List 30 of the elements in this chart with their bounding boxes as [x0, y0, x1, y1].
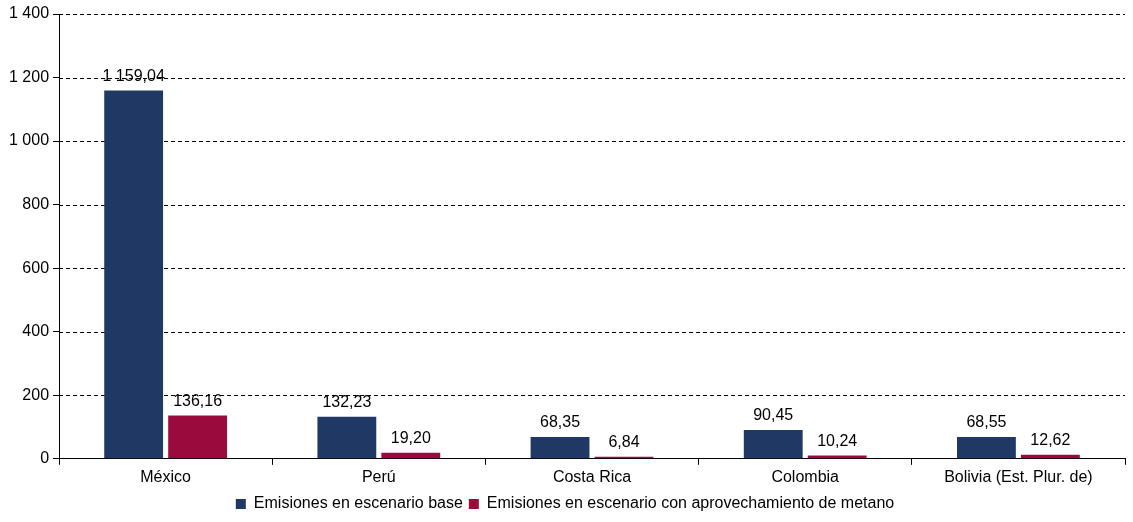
data-label: 68,55: [966, 413, 1007, 431]
y-tick-label: 0: [40, 449, 50, 467]
x-tick-label: México: [140, 467, 192, 485]
y-tick-label: 1 400: [8, 4, 50, 22]
data-label: 136,16: [173, 391, 223, 409]
y-tick-label: 800: [22, 195, 50, 213]
y-tick-label: 1 200: [8, 67, 50, 85]
x-tick-label: Colombia: [771, 467, 840, 485]
data-label: 19,20: [390, 429, 431, 447]
data-label: 12,62: [1030, 431, 1071, 449]
data-label: 132,23: [322, 393, 372, 411]
data-label: 6,84: [608, 433, 640, 451]
legend-label: Emisiones en escenario con aprovechamiento de metano: [486, 494, 895, 512]
bar: [743, 430, 803, 459]
y-tick-label: 600: [22, 258, 50, 276]
y-tick-label: 200: [22, 385, 50, 403]
x-tick-label: Costa Rica: [552, 467, 632, 485]
bar: [104, 90, 164, 459]
bar: [317, 416, 377, 459]
y-tick-label: 1 000: [8, 131, 50, 149]
data-label: 10,24: [817, 431, 858, 449]
data-label: 68,35: [540, 413, 581, 431]
data-label: 90,45: [753, 406, 794, 424]
y-tick-label: 400: [22, 322, 50, 340]
legend-label: Emisiones en escenario base: [253, 494, 463, 512]
bar: [530, 437, 590, 459]
bar: [957, 437, 1016, 459]
bar: [168, 415, 228, 459]
x-tick-label: Perú: [361, 467, 396, 485]
x-tick-label: Bolivia (Est. Plur. de): [944, 467, 1093, 485]
